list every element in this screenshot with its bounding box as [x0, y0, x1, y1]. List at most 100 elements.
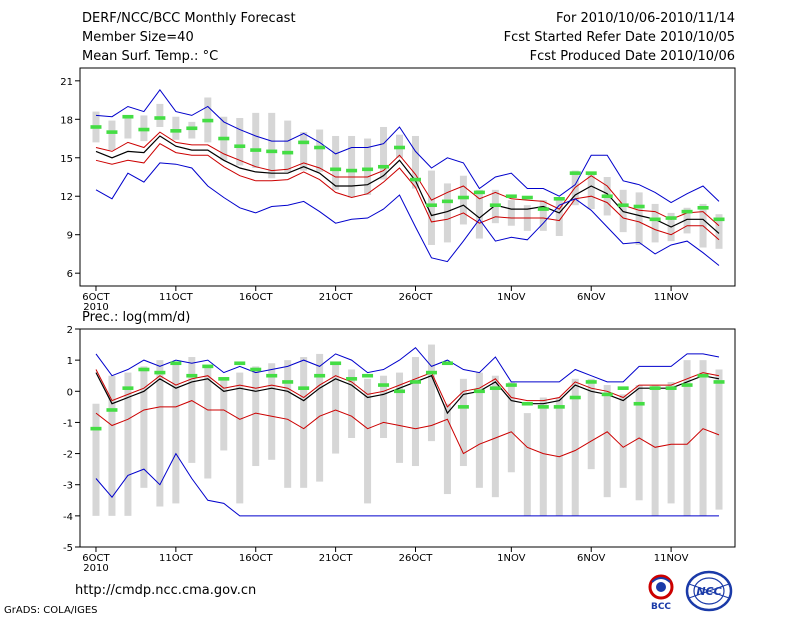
temp-forecast-mark — [378, 164, 390, 169]
prec-forecast-mark — [457, 405, 469, 409]
temp-forecast-mark — [489, 203, 501, 208]
prec-forecast-mark — [569, 395, 581, 400]
bcc-emblem-icon: BCC — [648, 574, 674, 612]
prec-x-tick-label: 1NOV — [497, 553, 526, 564]
temp-x-tick-label: 26OCT — [399, 292, 434, 303]
prec-forecast-mark — [425, 370, 437, 375]
temp-spread-box — [507, 200, 515, 226]
temp-forecast-mark — [90, 125, 102, 129]
temp-spread-box — [539, 200, 547, 231]
temp-spread-box — [364, 138, 372, 195]
prec-spread-box — [411, 357, 419, 467]
member-size: Member Size=40 — [82, 30, 194, 45]
temp-forecast-mark — [250, 148, 262, 152]
prec-forecast-mark — [473, 389, 485, 394]
temp-spread-box — [683, 207, 691, 234]
temp-forecast-mark — [330, 167, 342, 172]
temp-forecast-mark — [425, 203, 437, 208]
temp-spread-box — [300, 132, 308, 171]
prec-forecast-mark — [138, 367, 150, 372]
ncc-globe-icon: NCC — [685, 570, 733, 612]
prec-spread-box — [92, 403, 100, 516]
temp-variable-label: Mean Surf. Temp.: °C — [82, 49, 219, 64]
start-reference-date: Fcst Started Refer Date 2010/10/05 — [503, 30, 735, 45]
temp-forecast-mark — [394, 145, 406, 150]
temperature-panel: 6 9 12 15 18 21 6OCT 11OCT 16OCT 21OCT 26OCT 1NOV 6N… — [60, 67, 736, 313]
temp-x-tick-label: 11NOV — [654, 292, 689, 303]
prec-spread-box — [172, 363, 180, 504]
temp-spread-box — [651, 203, 659, 243]
temp-forecast-mark — [266, 149, 278, 154]
prec-spread-box — [348, 369, 356, 438]
temp-spread-box — [459, 175, 467, 225]
ncc-logo: NCC — [684, 570, 734, 612]
prec-panel-title: Prec.: log(mm/d) — [82, 310, 190, 325]
temp-spread-box — [443, 183, 451, 243]
temp-spread-box — [587, 171, 595, 210]
temp-spread-box — [635, 192, 643, 245]
prec-x-year-label: 2010 — [83, 563, 108, 574]
prec-spread-box — [443, 403, 451, 495]
temp-forecast-mark — [649, 217, 661, 222]
prec-series-lower-bound — [95, 400, 720, 458]
temp-forecast-mark — [202, 118, 214, 123]
temp-spread-box — [268, 112, 276, 179]
grads-credit: GrADS: COLA/IGES — [4, 605, 98, 616]
temp-series-lower-bound — [95, 143, 720, 241]
prec-spread-box — [284, 360, 292, 488]
temp-forecast-mark — [186, 126, 198, 131]
temp-forecast-mark — [138, 127, 150, 132]
temp-forecast-mark — [441, 199, 453, 204]
temp-forecast-mark — [346, 168, 358, 173]
prec-spread-box — [651, 385, 659, 516]
temp-spread-box — [316, 129, 324, 172]
temp-spread-box — [411, 135, 419, 189]
temp-plot-frame — [79, 67, 736, 287]
temp-spread-box — [380, 126, 388, 180]
prec-forecast-mark — [282, 380, 294, 384]
temp-spread-box — [172, 116, 180, 140]
source-url: http://cmdp.ncc.cma.gov.cn — [75, 583, 257, 598]
prec-spread-box — [140, 366, 148, 488]
prec-y-tick-label: -4 — [63, 512, 73, 523]
prec-forecast-mark — [314, 373, 326, 378]
prec-forecast-mark — [346, 377, 358, 381]
prec-spread-box — [603, 385, 611, 498]
prec-forecast-mark — [106, 408, 118, 412]
prec-forecast-mark — [202, 364, 214, 369]
temp-forecast-mark — [505, 194, 517, 199]
temp-x-tick-label: 6OCT — [82, 292, 110, 303]
prec-forecast-mark — [649, 386, 661, 390]
prec-spread-box — [220, 378, 228, 451]
temp-series-ensemble-mean — [95, 135, 720, 234]
temp-forecast-mark — [457, 195, 469, 200]
temp-y-tick-label: 21 — [60, 77, 73, 88]
prec-spread-box — [491, 375, 499, 498]
prec-forecast-mark — [330, 361, 342, 366]
temp-forecast-mark — [122, 114, 134, 119]
temp-spread-box — [348, 135, 356, 198]
temp-forecast-mark — [298, 140, 310, 145]
prec-spread-box — [188, 357, 196, 463]
temp-y-tick-label: 6 — [67, 269, 73, 280]
prec-spread-box — [571, 378, 579, 516]
prec-spread-box — [715, 369, 723, 510]
temp-x-tick-label: 21OCT — [319, 292, 354, 303]
ncc-logo-text: NCC — [696, 585, 721, 598]
prec-spread-box — [475, 372, 483, 488]
prec-series-ensemble-max — [95, 347, 720, 383]
prec-y-tick-label: -2 — [63, 450, 73, 461]
temp-spread-box — [555, 198, 563, 236]
forecast-period: For 2010/10/06-2010/11/14 — [556, 11, 735, 26]
prec-forecast-mark — [218, 377, 230, 381]
prec-spread-box — [332, 363, 340, 454]
temp-forecast-mark — [585, 171, 597, 175]
prec-spread-box — [459, 378, 467, 467]
prec-spread-box — [699, 360, 707, 516]
temp-y-tick-label: 15 — [60, 154, 73, 165]
prec-spread-box — [108, 375, 116, 516]
prec-spread-box — [236, 372, 244, 504]
temp-series-upper-bound — [95, 131, 720, 227]
prec-spread-box — [635, 385, 643, 501]
